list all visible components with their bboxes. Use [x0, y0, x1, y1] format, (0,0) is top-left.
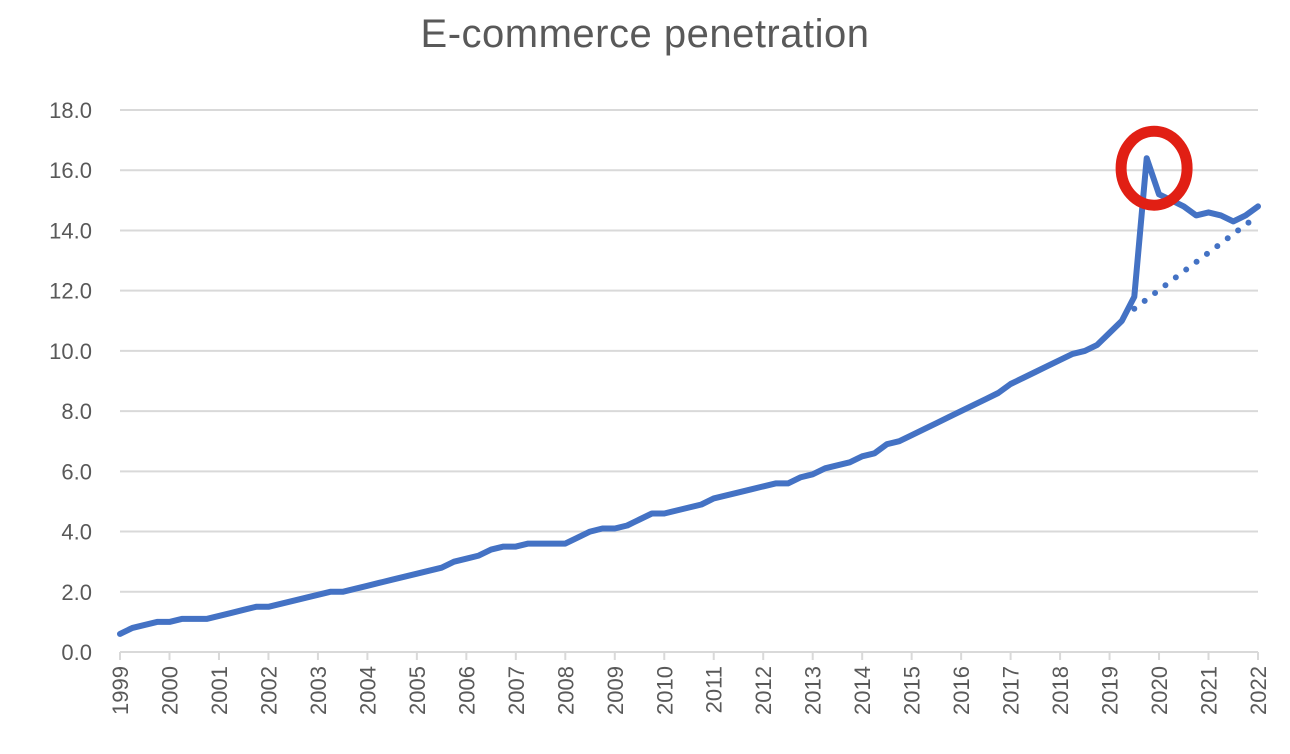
chart-title: E-commerce penetration — [420, 12, 870, 56]
x-tick-label: 2020 — [1147, 666, 1172, 715]
x-tick-label: 2007 — [504, 666, 529, 715]
x-tick-label: 2021 — [1197, 666, 1222, 715]
ecommerce-penetration-line — [117, 155, 1261, 637]
y-tick-label: 2.0 — [61, 580, 92, 605]
y-tick-label: 0.0 — [61, 640, 92, 665]
x-tick-label: 2016 — [949, 666, 974, 715]
x-tick-label: 2022 — [1246, 666, 1271, 715]
series-layer — [117, 155, 1261, 637]
y-tick-label: 12.0 — [49, 279, 92, 304]
x-tick-label: 2001 — [207, 666, 232, 715]
x-tick-label: 1999 — [108, 666, 133, 715]
x-tick-label: 2000 — [157, 666, 182, 715]
y-tick-label: 6.0 — [61, 459, 92, 484]
x-tick-label: 2006 — [454, 666, 479, 715]
x-tick-label: 2005 — [405, 666, 430, 715]
x-tick-label: 2015 — [900, 666, 925, 715]
annotation-layer — [1115, 125, 1193, 211]
x-tick-label: 2012 — [751, 666, 776, 715]
highlight-circle — [1115, 125, 1193, 211]
x-tick-label: 2013 — [801, 666, 826, 715]
y-tick-label: 4.0 — [61, 520, 92, 545]
y-tick-label: 10.0 — [49, 339, 92, 364]
x-tick-label: 2014 — [850, 666, 875, 715]
y-tick-label: 16.0 — [49, 158, 92, 183]
y-tick-label: 8.0 — [61, 399, 92, 424]
x-tick-label: 2004 — [355, 666, 380, 715]
x-tick-label: 2003 — [306, 666, 331, 715]
y-tick-label: 18.0 — [49, 98, 92, 123]
x-tick-label: 2010 — [652, 666, 677, 715]
x-tick-label: 2018 — [1048, 666, 1073, 715]
x-tick-label: 2017 — [999, 666, 1024, 715]
gridlines — [119, 109, 1259, 660]
x-axis-ticks: 1999 2000 2001 2002 2003 2004 2005 2006 2007 2008… — [108, 666, 1271, 715]
y-axis-ticks: 0.0 2.0 4.0 6.0 8.0 10.0 12.0 14.0 16.0 18.0 — [49, 98, 92, 665]
x-tick-label: 2008 — [553, 666, 578, 715]
x-tick-label: 2011 — [702, 666, 727, 713]
trend-line-dotted — [1131, 212, 1261, 312]
x-tick-label: 2002 — [256, 666, 281, 715]
y-tick-label: 14.0 — [49, 218, 92, 243]
x-tick-label: 2019 — [1098, 666, 1123, 715]
x-tick-label: 2009 — [603, 666, 628, 715]
